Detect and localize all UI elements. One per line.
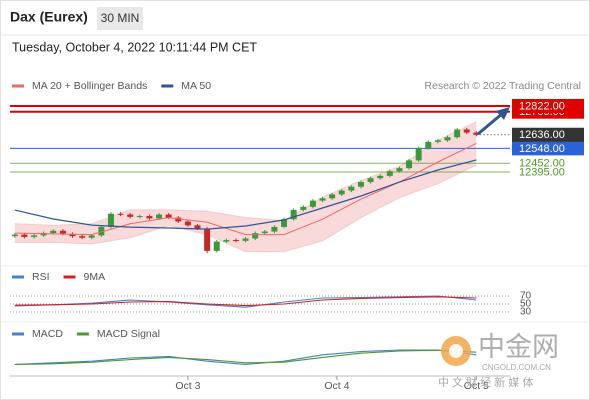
candle-body xyxy=(146,216,153,219)
level-label: 12452.00 xyxy=(519,158,565,170)
candle-body xyxy=(107,213,114,227)
x-tick-label: Oct 4 xyxy=(324,380,349,392)
candle-body xyxy=(415,148,422,161)
candle-body xyxy=(184,221,191,226)
candle-body xyxy=(136,216,143,218)
level-label-box xyxy=(512,98,584,113)
candle-body xyxy=(213,241,220,251)
candle-body xyxy=(434,140,441,142)
legend-label: MACD xyxy=(32,328,63,340)
candle-body xyxy=(377,175,384,179)
timeframe: 30 MIN xyxy=(101,11,140,25)
candle-body xyxy=(319,198,326,201)
candle-body xyxy=(367,178,374,183)
moving-average xyxy=(14,159,477,230)
watermark-logo xyxy=(449,344,463,358)
x-tick-label: Oct 3 xyxy=(175,380,200,392)
candle-body xyxy=(165,214,172,218)
candle-body xyxy=(357,182,364,187)
candle-body xyxy=(329,194,336,199)
candle-body xyxy=(386,171,393,176)
level-label: 12822.00 xyxy=(519,100,565,112)
level-label: 12548.00 xyxy=(519,143,565,155)
candle-body xyxy=(309,200,316,207)
band-lower xyxy=(14,164,477,253)
candle-body xyxy=(242,238,249,241)
candle-body xyxy=(117,213,124,215)
candle-body xyxy=(40,233,47,236)
candle-body xyxy=(69,233,76,237)
candle-body xyxy=(127,214,134,217)
candle-body xyxy=(348,186,355,191)
watermark-url: CNGOLD.COM.CN xyxy=(482,363,551,372)
candle-body xyxy=(59,230,66,234)
candle-body xyxy=(463,129,470,133)
candle-body xyxy=(11,234,18,237)
candle-body xyxy=(232,240,239,242)
legend-label: 9MA xyxy=(84,271,106,283)
candle-body xyxy=(338,190,345,195)
indicator-line xyxy=(14,296,477,307)
band-fill xyxy=(399,140,438,198)
watermark: 中金网 CNGOLD.COM.CN 中 文 财 经 新 媒 体 xyxy=(438,332,559,389)
candle-body xyxy=(406,160,413,169)
candle-body xyxy=(175,217,182,222)
timeframe-box xyxy=(97,7,143,30)
candle-body xyxy=(271,226,278,232)
level-label: 12395.00 xyxy=(519,166,565,178)
level-label-box xyxy=(512,141,584,156)
indicator-line xyxy=(14,295,477,308)
target-arrow xyxy=(477,111,504,136)
watermark-brand: 中金网 xyxy=(478,332,559,362)
candle-body xyxy=(223,240,230,242)
instrument-title: Dax (Eurex) xyxy=(10,9,88,25)
candle-body xyxy=(300,206,307,210)
candle-body xyxy=(31,235,38,237)
indicator-line xyxy=(14,349,477,365)
legend-label: MACD Signal xyxy=(97,328,160,340)
candle-body xyxy=(425,141,432,149)
candle-body xyxy=(156,214,163,219)
candle-body xyxy=(396,168,403,172)
candle-body xyxy=(194,225,201,229)
level-label: 12636.00 xyxy=(519,129,565,141)
legend-label: MA 50 xyxy=(181,80,211,92)
y-tick-label: 50 xyxy=(520,299,532,310)
candle-body xyxy=(290,209,297,220)
candle-body xyxy=(473,132,480,135)
source: Research © 2022 Trading Central xyxy=(424,80,581,92)
target-arrow-head xyxy=(496,107,510,120)
candle-body xyxy=(79,236,86,238)
y-tick-label: 70 xyxy=(520,291,532,302)
candle-body xyxy=(252,233,259,239)
candle-body xyxy=(88,235,95,238)
candle-body xyxy=(281,219,288,227)
candle-body xyxy=(261,231,268,234)
candle-body xyxy=(444,137,451,141)
watermark-tagline: 中 文 财 经 新 媒 体 xyxy=(438,375,533,389)
indicator-line xyxy=(14,349,477,365)
candle-body xyxy=(21,234,28,237)
candle-body xyxy=(50,230,57,234)
candle-body xyxy=(204,228,211,251)
x-tick-label: Oct 5 xyxy=(464,380,489,392)
legend-label: MA 20 + Bollinger Bands xyxy=(32,80,147,92)
candle-body xyxy=(454,129,461,138)
legend-label: RSI xyxy=(32,271,50,283)
level-label-box xyxy=(512,127,584,142)
timestamp: Tuesday, October 4, 2022 10:11:44 PM CET xyxy=(12,40,257,54)
candle-body xyxy=(98,226,105,236)
y-tick-label: 30 xyxy=(520,307,532,318)
